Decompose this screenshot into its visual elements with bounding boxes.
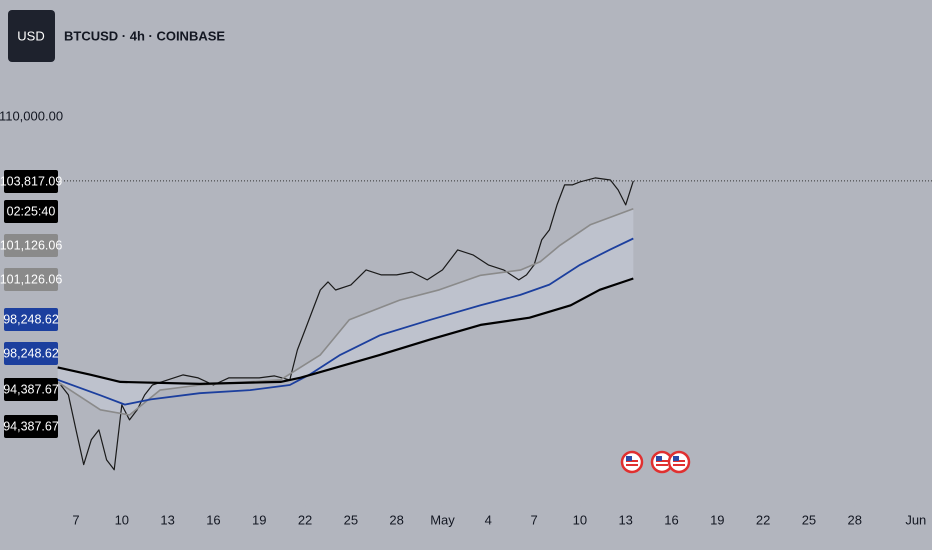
- x-tick-label: 13: [618, 512, 632, 527]
- series-line: [57, 277, 634, 385]
- x-tick-label: 13: [160, 512, 174, 527]
- price-label: 94,387.67: [3, 419, 59, 433]
- event-icon[interactable]: [620, 450, 644, 474]
- x-tick-label: 28: [389, 512, 403, 527]
- currency-button[interactable]: [8, 10, 55, 62]
- symbol-title: BTCUSD · 4h · COINBASE: [64, 28, 225, 43]
- series-line: [57, 208, 634, 416]
- price-label-box: [4, 234, 58, 257]
- price-label: 94,387.67: [3, 382, 59, 396]
- price-label-box: [4, 200, 58, 223]
- x-tick-label: 16: [664, 512, 678, 527]
- x-tick-label: 22: [298, 512, 312, 527]
- price-label: 101,126.06: [0, 238, 62, 252]
- price-label-box: [4, 268, 58, 291]
- event-icon[interactable]: [667, 450, 691, 474]
- price-label: 98,248.62: [3, 346, 59, 360]
- price-label-box: [4, 378, 58, 401]
- event-icons: [620, 450, 691, 474]
- x-tick-label: 22: [756, 512, 770, 527]
- price-label-box: [4, 308, 58, 331]
- x-tick-label: 19: [252, 512, 266, 527]
- x-tick-label: 10: [573, 512, 587, 527]
- x-tick-label: 19: [710, 512, 724, 527]
- price-label-box: [4, 342, 58, 365]
- price-label-box: [4, 170, 58, 193]
- x-tick-label: 25: [344, 512, 358, 527]
- x-tick-label: 16: [206, 512, 220, 527]
- x-tick-label: 28: [848, 512, 862, 527]
- x-tick-label: Jun: [905, 512, 926, 527]
- price-label-box: [4, 415, 58, 438]
- x-tick-label: 25: [802, 512, 816, 527]
- series-line: [57, 237, 634, 406]
- x-tick-label: 7: [530, 512, 537, 527]
- price-label: 98,248.62: [3, 312, 59, 326]
- price-label: 103,817.09: [0, 174, 62, 188]
- x-tick-label: 4: [485, 512, 492, 527]
- y-tick-label: 110,000.00: [0, 108, 63, 123]
- x-tick-label: 7: [72, 512, 79, 527]
- ma-band: [57, 208, 634, 415]
- x-tick-label: May: [430, 512, 455, 527]
- price-label: 02:25:40: [7, 204, 56, 218]
- price-label: 101,126.06: [0, 272, 62, 286]
- x-tick-label: 10: [115, 512, 129, 527]
- currency-label: USD: [17, 28, 44, 43]
